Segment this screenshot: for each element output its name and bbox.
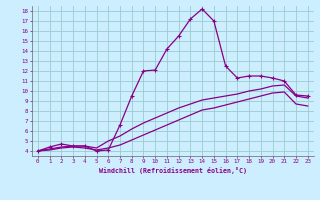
- X-axis label: Windchill (Refroidissement éolien,°C): Windchill (Refroidissement éolien,°C): [99, 167, 247, 174]
